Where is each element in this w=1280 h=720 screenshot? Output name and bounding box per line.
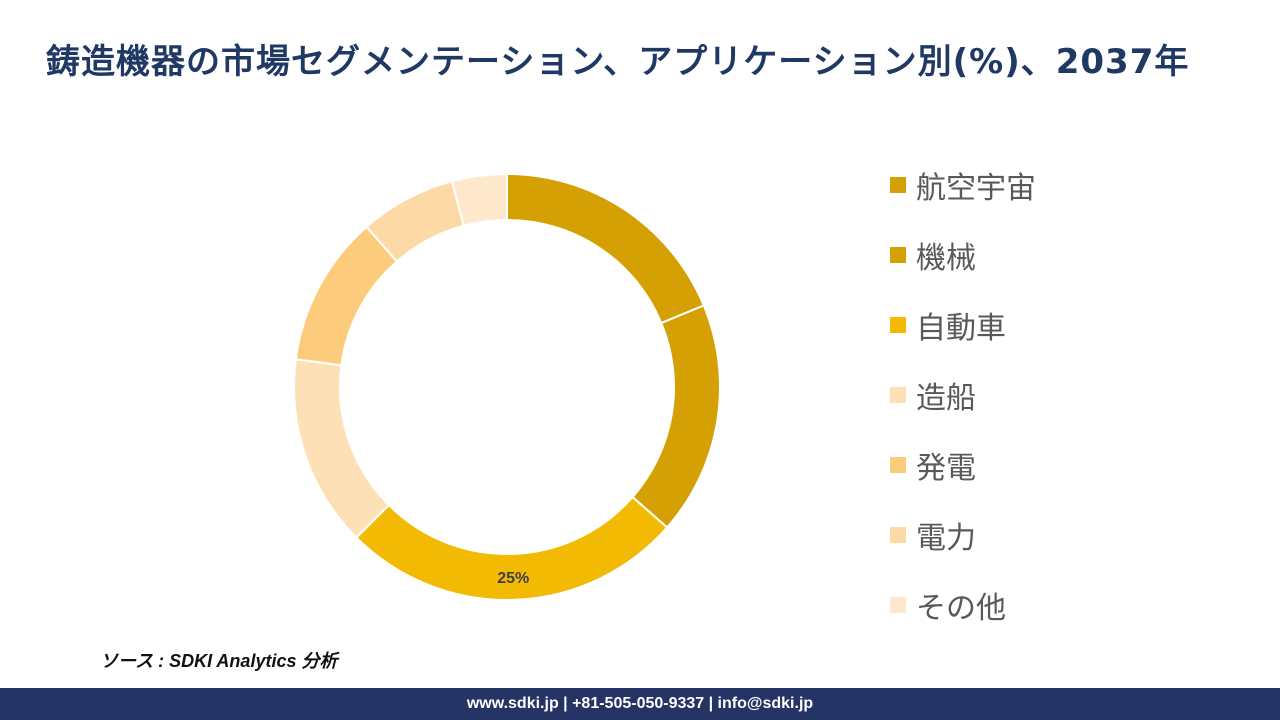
legend-swatch bbox=[890, 527, 906, 543]
donut-slice-5 bbox=[294, 225, 399, 367]
legend-label: 自動車 bbox=[916, 311, 1006, 346]
legend-swatch bbox=[890, 597, 906, 613]
donut-slice-2 bbox=[631, 304, 721, 529]
donut-chart: 25% bbox=[293, 172, 721, 601]
legend-swatch bbox=[890, 177, 906, 193]
donut-slice-1 bbox=[506, 172, 706, 325]
legend-item-1: 航空宇宙 bbox=[890, 150, 1250, 220]
data-label-3: 25% bbox=[497, 570, 529, 587]
legend-item-2: 機械 bbox=[890, 220, 1250, 290]
chart-title: 鋳造機器の市場セグメンテーション、アプリケーション別(%)、2037年 bbox=[46, 42, 1190, 82]
legend-label: 機械 bbox=[916, 241, 976, 276]
legend-label: 発電 bbox=[916, 451, 976, 486]
legend-item-3: 自動車 bbox=[890, 290, 1250, 360]
donut-slice-7 bbox=[450, 172, 508, 227]
source-note: ソース : SDKI Analytics 分析 bbox=[100, 651, 338, 671]
legend-swatch bbox=[890, 457, 906, 473]
legend-item-7: その他 bbox=[890, 570, 1250, 640]
legend-item-4: 造船 bbox=[890, 360, 1250, 430]
footer-contact: www.sdki.jp | +81-505-050-9337 | info@sd… bbox=[0, 688, 1280, 720]
chart-legend: 航空宇宙機械自動車造船発電電力その他 bbox=[890, 150, 1250, 640]
donut-slice-4 bbox=[293, 358, 391, 540]
legend-label: 航空宇宙 bbox=[916, 171, 1036, 206]
legend-swatch bbox=[890, 317, 906, 333]
legend-item-6: 電力 bbox=[890, 500, 1250, 570]
legend-item-5: 発電 bbox=[890, 430, 1250, 500]
legend-swatch bbox=[890, 247, 906, 263]
legend-label: その他 bbox=[916, 591, 1006, 626]
legend-label: 造船 bbox=[916, 381, 976, 416]
legend-label: 電力 bbox=[916, 521, 976, 556]
legend-swatch bbox=[890, 387, 906, 403]
